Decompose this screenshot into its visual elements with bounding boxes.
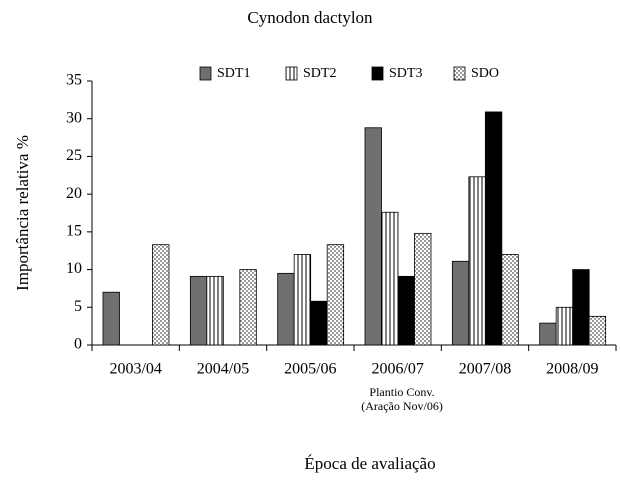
y-tick-label: 20	[66, 185, 82, 202]
annotation: Plantio Conv.	[369, 385, 434, 399]
x-axis-label: Época de avaliação	[304, 454, 435, 473]
y-tick-label: 0	[74, 336, 82, 353]
bar	[501, 254, 519, 346]
legend-label: SDT3	[389, 66, 422, 81]
bar	[539, 322, 557, 346]
y-tick-label: 30	[66, 109, 82, 126]
annotation: (Aração Nov/06)	[361, 399, 443, 413]
x-tick-label: 2005/06	[284, 361, 336, 378]
x-tick-label: 2008/09	[546, 361, 598, 378]
y-tick-label: 15	[66, 223, 82, 240]
bar	[189, 275, 208, 346]
legend-swatch	[199, 66, 212, 81]
y-tick-label: 25	[66, 147, 82, 164]
y-tick-label: 10	[66, 260, 82, 277]
legend-label: SDT1	[217, 66, 250, 81]
bar	[414, 232, 432, 346]
y-tick-label: 35	[66, 72, 82, 89]
bar	[293, 254, 312, 346]
bar	[102, 291, 120, 346]
legend-label: SDO	[471, 66, 499, 81]
bar	[310, 300, 328, 346]
bar	[468, 176, 486, 346]
bar	[152, 244, 170, 346]
bar	[381, 211, 399, 346]
bar	[364, 127, 382, 346]
bar	[206, 275, 224, 346]
bar	[572, 269, 590, 346]
x-tick-label: 2007/08	[459, 361, 511, 378]
chart-title: Cynodon dactylon	[247, 8, 373, 27]
bar	[239, 269, 257, 346]
legend-swatch	[285, 66, 298, 81]
bar	[484, 111, 503, 346]
bar	[326, 244, 345, 346]
x-tick-label: 2004/05	[197, 361, 249, 378]
legend-label: SDT2	[303, 66, 336, 81]
y-axis-label: Importância relativa %	[13, 135, 32, 291]
x-tick-label: 2003/04	[109, 361, 161, 378]
bar	[555, 306, 574, 346]
bar	[588, 315, 607, 346]
bar	[277, 272, 295, 346]
legend-swatch	[371, 66, 384, 81]
y-tick-label: 5	[74, 298, 82, 315]
bar	[451, 260, 470, 346]
legend-swatch	[453, 66, 466, 81]
bar	[397, 275, 415, 346]
x-tick-label: 2006/07	[371, 361, 423, 378]
